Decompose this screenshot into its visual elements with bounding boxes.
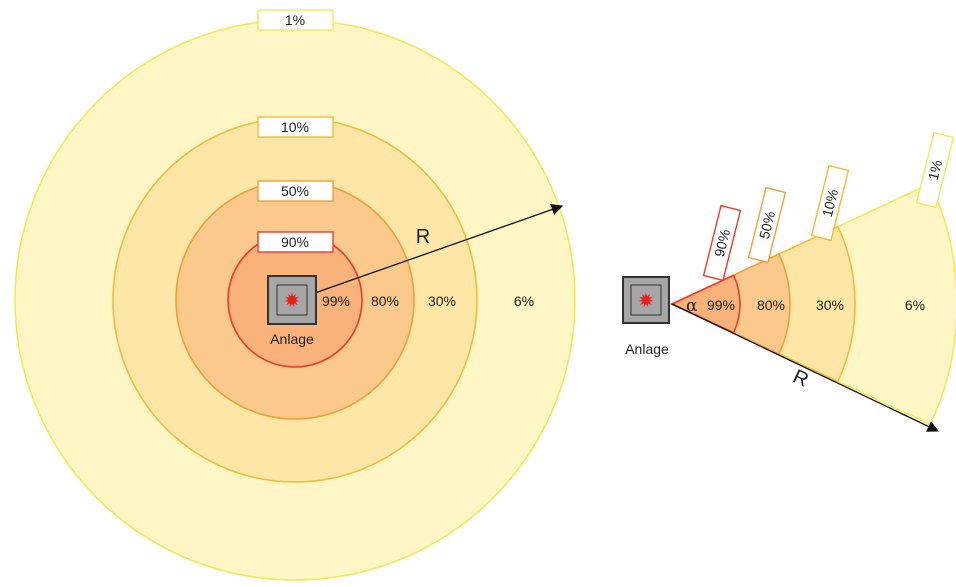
sector-boundary-box-2 — [747, 186, 787, 264]
boundary-text-4: 1% — [285, 12, 305, 28]
explosion-icon — [284, 292, 300, 308]
concentric-zone-diagram: 1% 10% 50% 90% 99% 80% 30% 6% R Anlage — [14, 9, 576, 581]
sector-boundary-text-1: 90% — [711, 227, 733, 258]
boundary-text-3: 10% — [281, 119, 309, 135]
sector-plant-label: Anlage — [625, 341, 669, 357]
boundary-label-ring-1: 90% — [257, 231, 334, 253]
band-label-1: 99% — [322, 293, 350, 309]
sector-boundary-text-2: 50% — [756, 209, 778, 240]
boundary-label-ring-4: 1% — [257, 9, 334, 31]
boundary-box-1 — [257, 231, 334, 253]
sector-band-label-2: 80% — [757, 297, 785, 313]
boundary-label-ring-3: 10% — [257, 116, 334, 138]
boundary-box-3 — [257, 116, 334, 138]
band-label-4: 6% — [514, 293, 534, 309]
boundary-box-4 — [257, 9, 334, 31]
sector-band-label-1: 99% — [707, 297, 735, 313]
sector-boundary-label-2: 50% — [747, 186, 787, 264]
sector-boundary-label-4: 1% — [915, 131, 955, 209]
radius-arrow — [294, 203, 564, 301]
sector-plant-symbol — [622, 276, 670, 324]
band-label-2: 80% — [371, 293, 399, 309]
boundary-text-1: 90% — [281, 234, 309, 250]
sector-zone-1 — [670, 274, 741, 334]
sector-radius-label: R — [789, 366, 811, 392]
sector-explosion-icon — [638, 292, 654, 308]
sector-band-label-4: 6% — [905, 297, 925, 313]
sector-boundary-box-4 — [915, 131, 955, 209]
sector-boundary-label-1: 90% — [702, 204, 742, 282]
boundary-label-ring-2: 50% — [257, 180, 334, 202]
sector-boundary-box-1 — [702, 204, 742, 282]
sector-boundary-label-3: 10% — [810, 164, 850, 242]
sector-boundary-box-3 — [810, 164, 850, 242]
angle-label: α — [686, 296, 698, 316]
sector-boundary-text-4: 1% — [925, 158, 945, 182]
sector-zone-diagram: R 90% 50% 10% 1% α 99% 80% 30% 6% A — [622, 131, 956, 432]
boundary-text-2: 50% — [281, 183, 309, 199]
plant-symbol — [267, 275, 317, 325]
sector-radius-arrow — [671, 303, 940, 432]
boundary-box-2 — [257, 180, 334, 202]
sector-boundary-text-3: 10% — [819, 187, 841, 218]
radius-label: R — [416, 226, 430, 248]
plant-label: Anlage — [270, 331, 314, 347]
band-label-3: 30% — [428, 293, 456, 309]
sector-band-label-3: 30% — [816, 297, 844, 313]
